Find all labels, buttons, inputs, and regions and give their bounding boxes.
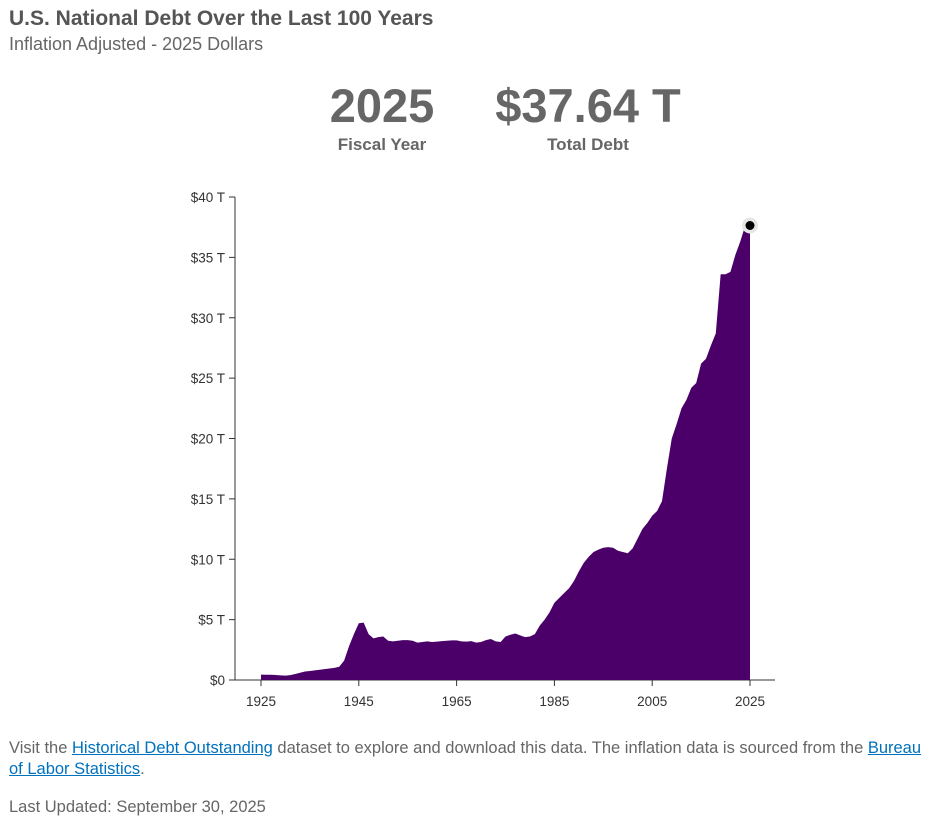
last-updated: Last Updated: September 30, 2025: [9, 798, 266, 816]
total-debt-stat: $37.64 T Total Debt: [488, 80, 688, 155]
y-tick-label: $10 T: [191, 552, 225, 567]
footer-note: Visit the Historical Debt Outstanding da…: [9, 738, 939, 780]
y-tick-label: $30 T: [191, 311, 225, 326]
y-tick-label: $40 T: [191, 190, 225, 205]
fiscal-year-label: Fiscal Year: [337, 135, 427, 154]
x-tick-label: 1985: [539, 694, 569, 709]
y-tick-label: $0: [210, 673, 225, 688]
fiscal-year-stat: 2025 Fiscal Year: [322, 80, 442, 155]
total-debt-label: Total Debt: [547, 135, 629, 154]
y-axis: $0 $5 T $10 T $15 T $20 T $25 T $30 T $35 T $40 …: [191, 190, 236, 688]
bureau-of-labor-statistics-link[interactable]: Bureau of Labor Statistics: [9, 739, 922, 778]
y-tick-label: $20 T: [191, 432, 225, 447]
y-tick-label: $35 T: [191, 250, 225, 265]
x-tick-label: 2025: [735, 694, 765, 709]
footer-text-3: .: [140, 760, 145, 778]
x-tick-label: 1945: [344, 694, 374, 709]
footer-text-2: dataset to explore and download this dat…: [272, 739, 868, 757]
total-debt-value: $37.64 T: [495, 79, 681, 132]
x-tick-label: 1965: [442, 694, 472, 709]
page-title: U.S. National Debt Over the Last 100 Yea…: [9, 7, 434, 30]
historical-debt-outstanding-link[interactable]: Historical Debt Outstanding: [71, 739, 273, 757]
footer-text-1: Visit the: [9, 739, 72, 757]
y-tick-label: $5 T: [198, 613, 225, 628]
x-tick-label: 2005: [637, 694, 667, 709]
fiscal-year-value: 2025: [329, 79, 435, 132]
x-tick-label: 1925: [246, 694, 276, 709]
debt-area-series[interactable]: [261, 225, 750, 681]
y-tick-label: $25 T: [191, 371, 225, 386]
x-axis: 1925 1945 1965 1985 2005 2025: [235, 679, 775, 709]
debt-area-chart[interactable]: $0 $5 T $10 T $15 T $20 T $25 T $30 T $35 T $40 …: [0, 180, 942, 720]
highlight-point[interactable]: [745, 220, 755, 230]
page-subtitle: Inflation Adjusted - 2025 Dollars: [9, 34, 264, 54]
y-tick-label: $15 T: [191, 492, 225, 507]
